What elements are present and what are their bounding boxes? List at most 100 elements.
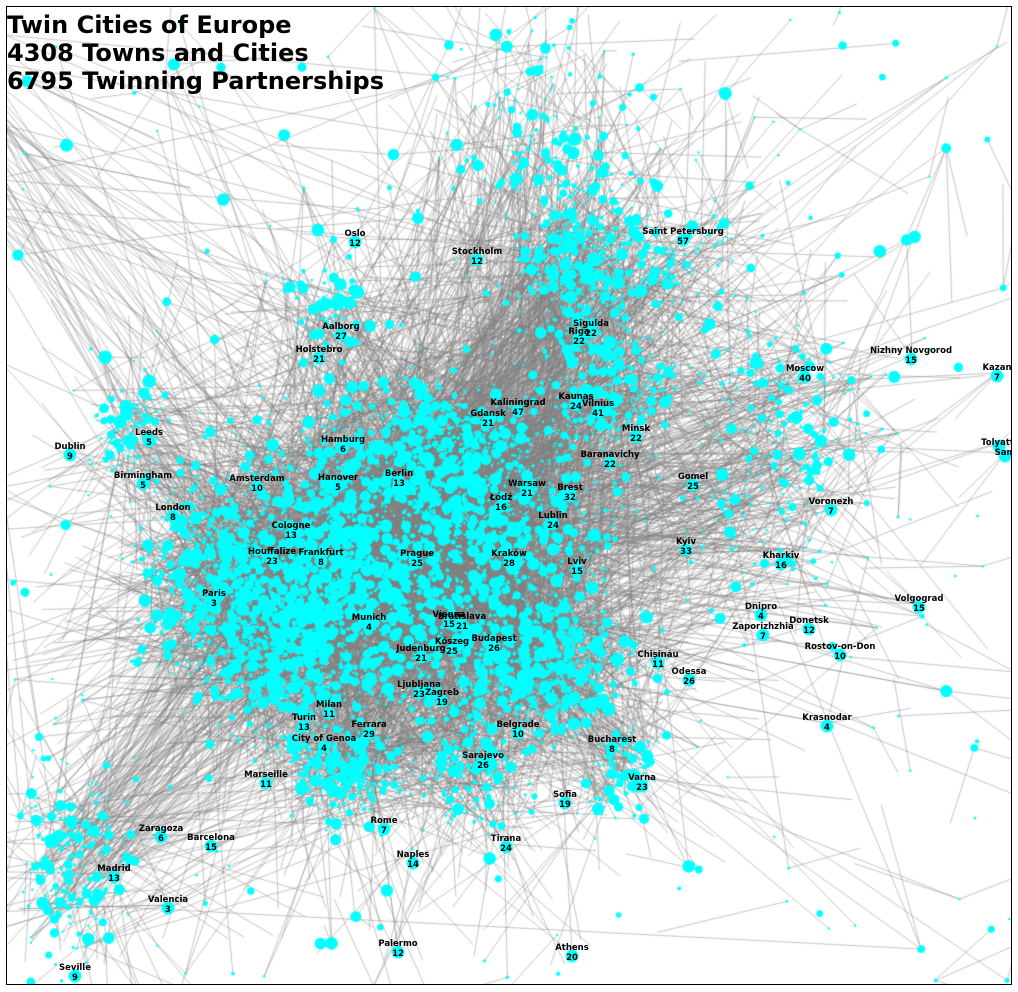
city-label: Kaunas 24 [558, 392, 593, 412]
city-partnership-count: 6 [158, 834, 164, 844]
city-partnership-count: 11 [323, 710, 335, 720]
city-partnership-count: 12 [471, 257, 483, 267]
city-name: Chișinău [637, 650, 679, 660]
city-label: Riga 22 [568, 327, 589, 347]
city-label: Gomel 25 [678, 472, 708, 492]
city-name: Vilnius [581, 399, 615, 409]
city-label: Gdansk 21 [470, 409, 506, 429]
city-name: Milan [315, 700, 343, 710]
city-partnership-count: 32 [564, 493, 576, 503]
city-label: Zaragoza 6 [139, 824, 183, 844]
city-label: Łódź 16 [490, 493, 512, 513]
city-name: Rome [370, 816, 398, 826]
city-partnership-count: 13 [285, 531, 297, 541]
city-label: Kharkiv 16 [763, 551, 800, 571]
city-label: Leeds 5 [135, 428, 163, 448]
city-label: Munich 4 [352, 613, 387, 633]
city-label: Prague 25 [400, 549, 434, 569]
city-partnership-count: 5 [335, 483, 341, 493]
city-label: Warsaw 21 [508, 479, 546, 499]
city-name: Riga [568, 327, 590, 337]
city-partnership-count: 57 [677, 237, 689, 247]
city-partnership-count: 8 [609, 745, 615, 755]
city-name: Kaliningrad [490, 398, 546, 408]
city-name: Barcelona [187, 833, 235, 843]
city-name: Minsk [621, 424, 651, 434]
city-partnership-count: 3 [165, 905, 171, 915]
city-label: Kazan 7 [982, 363, 1011, 383]
city-label: Stockholm 12 [452, 247, 502, 267]
city-partnership-count: 15 [905, 356, 917, 366]
city-partnership-count: 10 [251, 484, 263, 494]
city-name: Sofia [553, 790, 577, 800]
city-label: Baranavichy 22 [580, 450, 639, 470]
city-label: Varna 23 [628, 773, 656, 793]
city-partnership-count: 4 [321, 744, 327, 754]
city-label: Minsk 22 [622, 424, 650, 444]
city-label: Kraków 28 [491, 549, 527, 569]
city-label: Kaliningrad 47 [490, 398, 545, 418]
city-name: Baranavichy [580, 450, 640, 460]
city-partnership-count: 25 [411, 559, 423, 569]
city-label: Ferrara 29 [351, 720, 386, 740]
city-partnership-count: 15 [205, 843, 217, 853]
city-partnership-count: 47 [512, 408, 524, 418]
city-partnership-count: 13 [298, 723, 310, 733]
city-label: Barcelona 15 [187, 833, 235, 853]
city-name: Paris [202, 589, 226, 599]
city-partnership-count: 4 [366, 623, 372, 633]
city-name: Seville [59, 963, 91, 973]
city-label: Hamburg 6 [321, 435, 365, 455]
city-name: Budapest [471, 634, 517, 644]
city-partnership-count: 15 [443, 620, 455, 630]
city-name: Bucharest [587, 735, 637, 745]
city-name: Palermo [378, 939, 418, 949]
city-partnership-count: 12 [803, 626, 815, 636]
city-label: Naples 14 [397, 850, 430, 870]
city-label: Voronezh 7 [809, 497, 854, 517]
city-name: Nizhny Novgorod [869, 346, 953, 356]
city-name: Lviv [567, 557, 587, 567]
city-name: Madrid [97, 864, 131, 874]
city-partnership-count: 11 [260, 780, 272, 790]
city-label: Palermo 12 [378, 939, 417, 959]
city-name: Munich [351, 613, 387, 623]
city-partnership-count: 21 [415, 654, 427, 664]
city-partnership-count: 7 [760, 632, 766, 642]
city-partnership-count: 15 [913, 604, 925, 614]
city-name: Gomel [677, 472, 709, 482]
city-name: Zaporizhzhia [732, 622, 794, 632]
city-label: Volgograd 15 [895, 594, 944, 614]
city-name: Kaunas [558, 392, 594, 402]
city-name: Kharkiv [762, 551, 800, 561]
city-label: Aalborg 27 [322, 322, 359, 342]
city-name: Kraków [491, 549, 527, 559]
city-partnership-count: 4 [758, 612, 764, 622]
city-partnership-count: 7 [381, 826, 387, 836]
city-partnership-count: 33 [680, 547, 692, 557]
city-label: City of Genoa 4 [292, 734, 357, 754]
city-name: Krasnodar [802, 713, 852, 723]
city-label: Dnipro 4 [745, 602, 777, 622]
city-partnership-count: 16 [775, 561, 787, 571]
city-name: Voronezh [808, 497, 854, 507]
city-partnership-count: 25 [687, 482, 699, 492]
city-label: London 8 [155, 503, 190, 523]
city-name: Lublin [538, 511, 568, 521]
city-partnership-count: 23 [413, 690, 425, 700]
city-label: Kőszeg 25 [435, 637, 469, 657]
city-name: Aalborg [322, 322, 360, 332]
city-label: Milan 11 [316, 700, 342, 720]
city-partnership-count: 29 [363, 730, 375, 740]
city-partnership-count: 3 [211, 599, 217, 609]
city-partnership-count: 14 [407, 860, 419, 870]
city-label: Zagreb 19 [425, 688, 459, 708]
city-name: City of Genoa [291, 734, 357, 744]
city-name: Valencia [147, 895, 189, 905]
city-name: Belgrade [496, 720, 540, 730]
city-label: Vienna 15 [433, 610, 466, 630]
city-partnership-count: 22 [604, 460, 616, 470]
city-name: Hanover [317, 473, 359, 483]
city-label: Madrid 13 [97, 864, 130, 884]
city-partnership-count: 5 [140, 481, 146, 491]
